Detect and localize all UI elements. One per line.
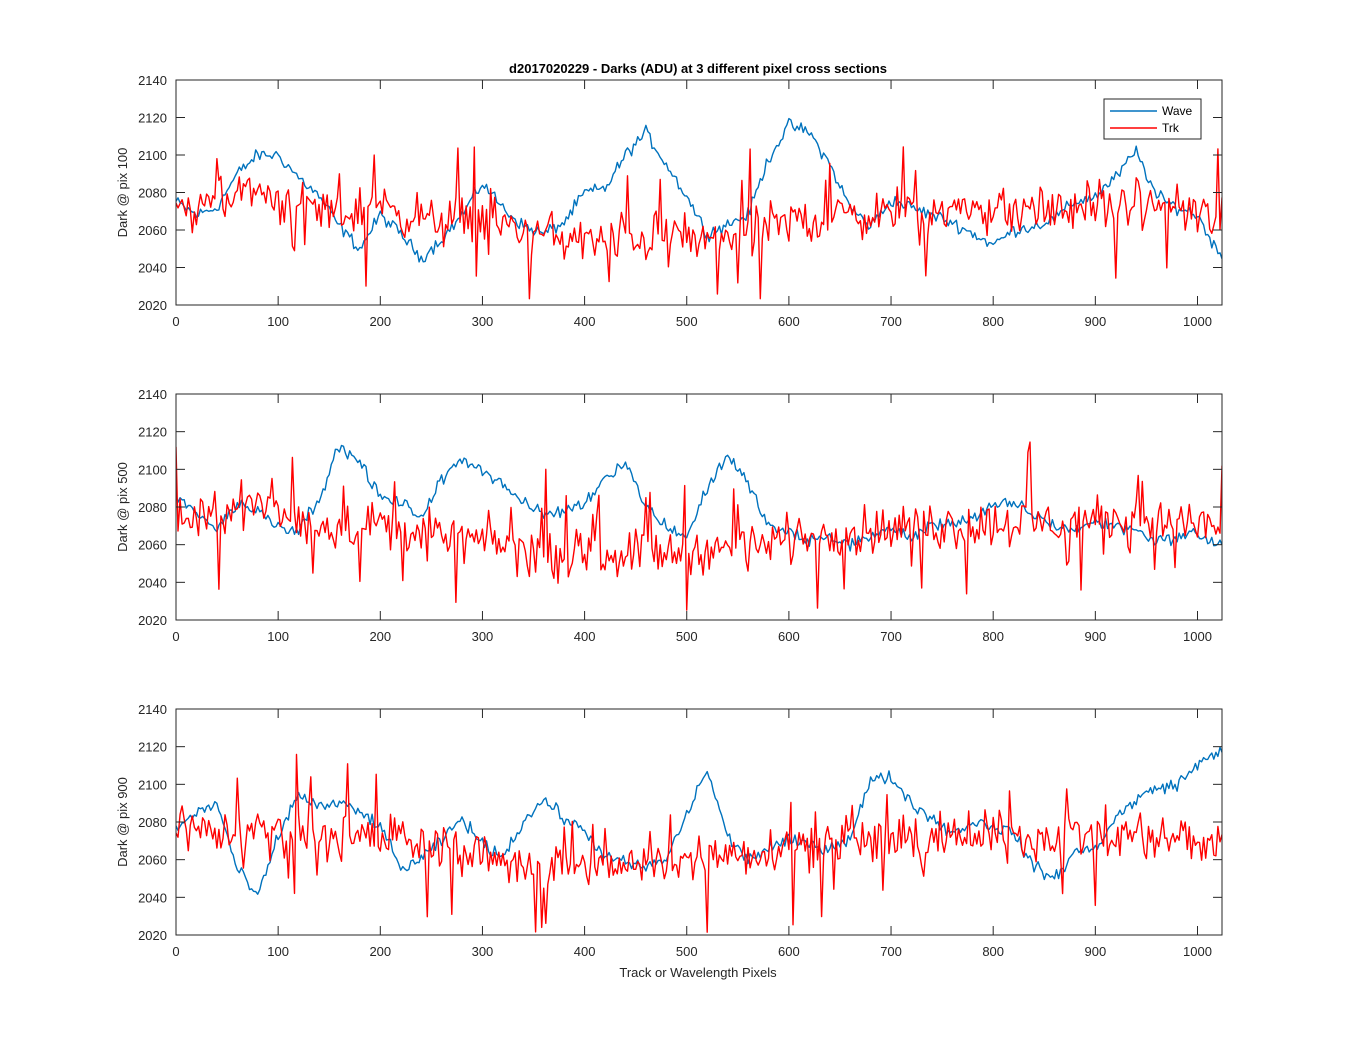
y-axis-label: Dark @ pix 100 — [115, 148, 130, 238]
x-tick-label: 300 — [472, 629, 494, 644]
x-tick-label: 900 — [1084, 314, 1106, 329]
x-tick-label: 600 — [778, 944, 800, 959]
x-tick-label: 1000 — [1183, 944, 1212, 959]
subplot-2: 0 100 200 300 400 500 600 700 800 900 1000 2020 2040… — [115, 387, 1223, 644]
x-tick-label: 200 — [369, 944, 391, 959]
x-axis-label: Track or Wavelength Pixels — [619, 965, 777, 980]
legend: Wave Trk — [1103, 98, 1202, 140]
y-tick-label: 2060 — [138, 538, 167, 553]
series-line-trk — [176, 753, 1222, 933]
x-tick-label: 500 — [676, 944, 698, 959]
x-tick-label: 200 — [369, 314, 391, 329]
y-tick-label: 2120 — [138, 111, 167, 126]
y-tick-label: 2140 — [138, 387, 167, 402]
x-tick-label: 300 — [472, 314, 494, 329]
x-tick-label: 400 — [574, 314, 596, 329]
chart-title: d2017020229 - Darks (ADU) at 3 different… — [509, 61, 887, 76]
x-tick-label: 900 — [1084, 629, 1106, 644]
x-tick-label: 400 — [574, 944, 596, 959]
legend-label-wave: Wave — [1162, 104, 1193, 118]
x-tick-label: 300 — [472, 944, 494, 959]
x-tick-label: 700 — [880, 629, 902, 644]
x-tick-label: 600 — [778, 629, 800, 644]
y-tick-label: 2140 — [138, 702, 167, 717]
x-tick-label: 500 — [676, 629, 698, 644]
y-tick-label: 2040 — [138, 575, 167, 590]
subplot-grid: 0 100 200 300 400 500 600 700 800 900 100020202040… — [115, 73, 1223, 959]
x-tick-label: 700 — [880, 944, 902, 959]
x-tick-label: 100 — [267, 629, 289, 644]
y-tick-label: 2020 — [138, 613, 167, 628]
x-tick-label: 800 — [982, 944, 1004, 959]
x-tick-label: 0 — [172, 629, 179, 644]
x-tick-label: 200 — [369, 629, 391, 644]
y-tick-label: 2040 — [138, 890, 167, 905]
plot-area — [176, 709, 1222, 935]
plot-area — [176, 80, 1222, 305]
y-tick-label: 2120 — [138, 425, 167, 440]
y-tick-label: 2020 — [138, 928, 167, 943]
y-tick-label: 2080 — [138, 815, 167, 830]
series-line-wave — [176, 444, 1222, 552]
y-tick-label: 2100 — [138, 148, 167, 163]
x-tick-label: 600 — [778, 314, 800, 329]
x-tick-label: 900 — [1084, 944, 1106, 959]
y-axis-label: Dark @ pix 900 — [115, 777, 130, 867]
y-tick-label: 2120 — [138, 740, 167, 755]
y-tick-label: 2080 — [138, 500, 167, 515]
x-tick-label: 0 — [172, 944, 179, 959]
y-tick-label: 2040 — [138, 261, 167, 276]
y-axis-label: Dark @ pix 500 — [115, 462, 130, 552]
x-tick-label: 1000 — [1183, 629, 1212, 644]
subplot-1: 0 100 200 300 400 500 600 700 800 900 1000 2020 2040… — [115, 73, 1223, 329]
series-line-trk — [176, 146, 1222, 300]
y-tick-label: 2080 — [138, 186, 167, 201]
x-tick-label: 500 — [676, 314, 698, 329]
x-tick-label: 800 — [982, 314, 1004, 329]
x-tick-label: 700 — [880, 314, 902, 329]
series-line-trk — [176, 441, 1222, 611]
x-tick-label: 0 — [172, 314, 179, 329]
y-tick-label: 2100 — [138, 777, 167, 792]
legend-label-trk: Trk — [1162, 121, 1180, 135]
y-tick-label: 2020 — [138, 298, 167, 313]
x-tick-label: 100 — [267, 944, 289, 959]
subplot-3: 0 100 200 300 400 500 600 700 800 900 1000 2020 2040… — [115, 702, 1223, 959]
x-tick-label: 100 — [267, 314, 289, 329]
legend-box — [1103, 98, 1202, 140]
series-line-wave — [176, 746, 1222, 895]
y-tick-label: 2100 — [138, 462, 167, 477]
y-tick-label: 2060 — [138, 223, 167, 238]
y-tick-label: 2140 — [138, 73, 167, 88]
y-tick-label: 2060 — [138, 853, 167, 868]
x-tick-label: 1000 — [1183, 314, 1212, 329]
x-tick-label: 400 — [574, 629, 596, 644]
x-tick-label: 800 — [982, 629, 1004, 644]
series-line-wave — [176, 117, 1222, 263]
